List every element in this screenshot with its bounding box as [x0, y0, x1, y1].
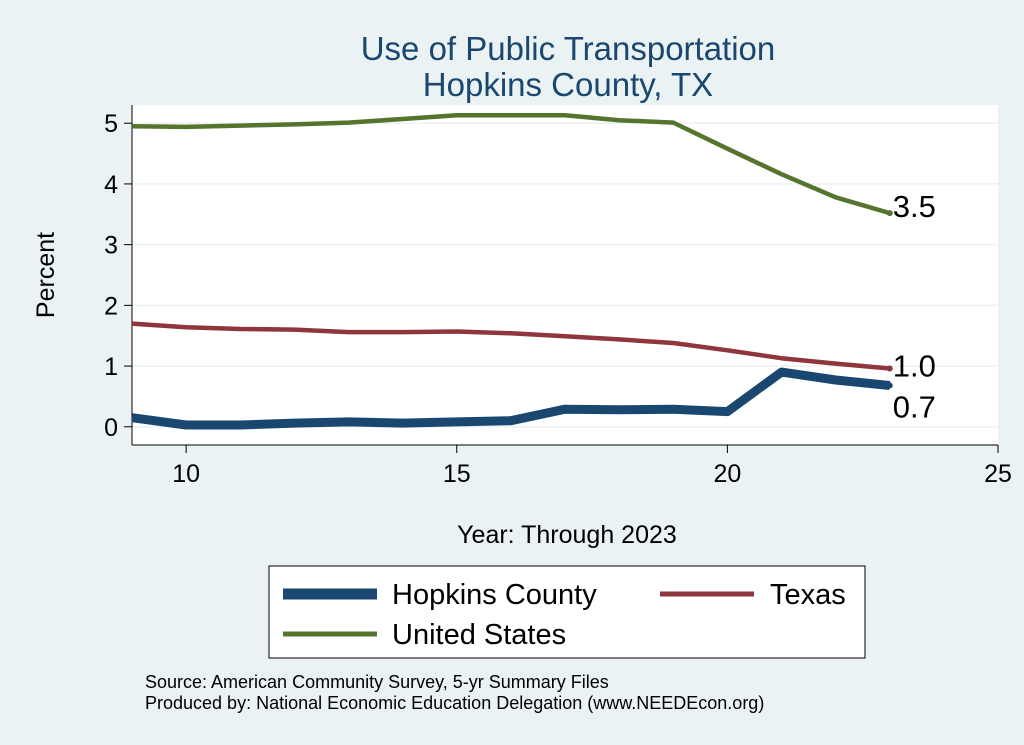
- y-tick-label: 2: [104, 292, 118, 320]
- x-tick-label: 15: [443, 460, 471, 488]
- legend-box: [268, 565, 866, 659]
- x-tick-label: 25: [984, 460, 1012, 488]
- chart-title-line-2: Hopkins County, TX: [423, 66, 713, 103]
- series-line-united-states: [131, 113, 891, 216]
- x-tick-label: 10: [172, 460, 200, 488]
- end-label-texas: 1.0: [893, 349, 936, 384]
- series-lines: [131, 113, 891, 430]
- end-point-hopkins-county: [886, 382, 893, 389]
- y-tick-label: 5: [104, 110, 118, 138]
- end-label-united-states: 3.5: [893, 189, 936, 224]
- axes: 0 1 2 3 4 5 10 15 20 25: [104, 105, 1012, 488]
- y-tick-label: 3: [104, 232, 118, 260]
- legend-label-hopkins-county: Hopkins County: [392, 579, 597, 611]
- y-tick-label: 4: [104, 171, 118, 199]
- chart-title-line-1: Use of Public Transportation: [361, 30, 776, 67]
- legend-label-united-states: United States: [392, 619, 566, 651]
- end-value-labels: 0.7 1.0 3.5: [886, 189, 936, 425]
- end-label-hopkins-county: 0.7: [893, 390, 936, 425]
- plot-area: [132, 105, 998, 445]
- producer-note: Produced by: National Economic Education…: [145, 693, 764, 713]
- y-axis-label: Percent: [32, 232, 60, 318]
- end-point-texas: [886, 365, 893, 372]
- legend-label-texas: Texas: [770, 579, 846, 611]
- y-tick-label: 0: [104, 414, 118, 442]
- series-line-texas: [131, 321, 891, 371]
- y-tick-label: 1: [104, 353, 118, 381]
- series-line-hopkins-county: [131, 367, 891, 430]
- source-note: Source: American Community Survey, 5-yr …: [145, 672, 609, 692]
- x-tick-label: 20: [713, 460, 741, 488]
- x-axis-label: Year: Through 2023: [457, 521, 677, 549]
- legend: Hopkins County Texas United States: [268, 565, 866, 659]
- end-point-united-states: [886, 210, 893, 217]
